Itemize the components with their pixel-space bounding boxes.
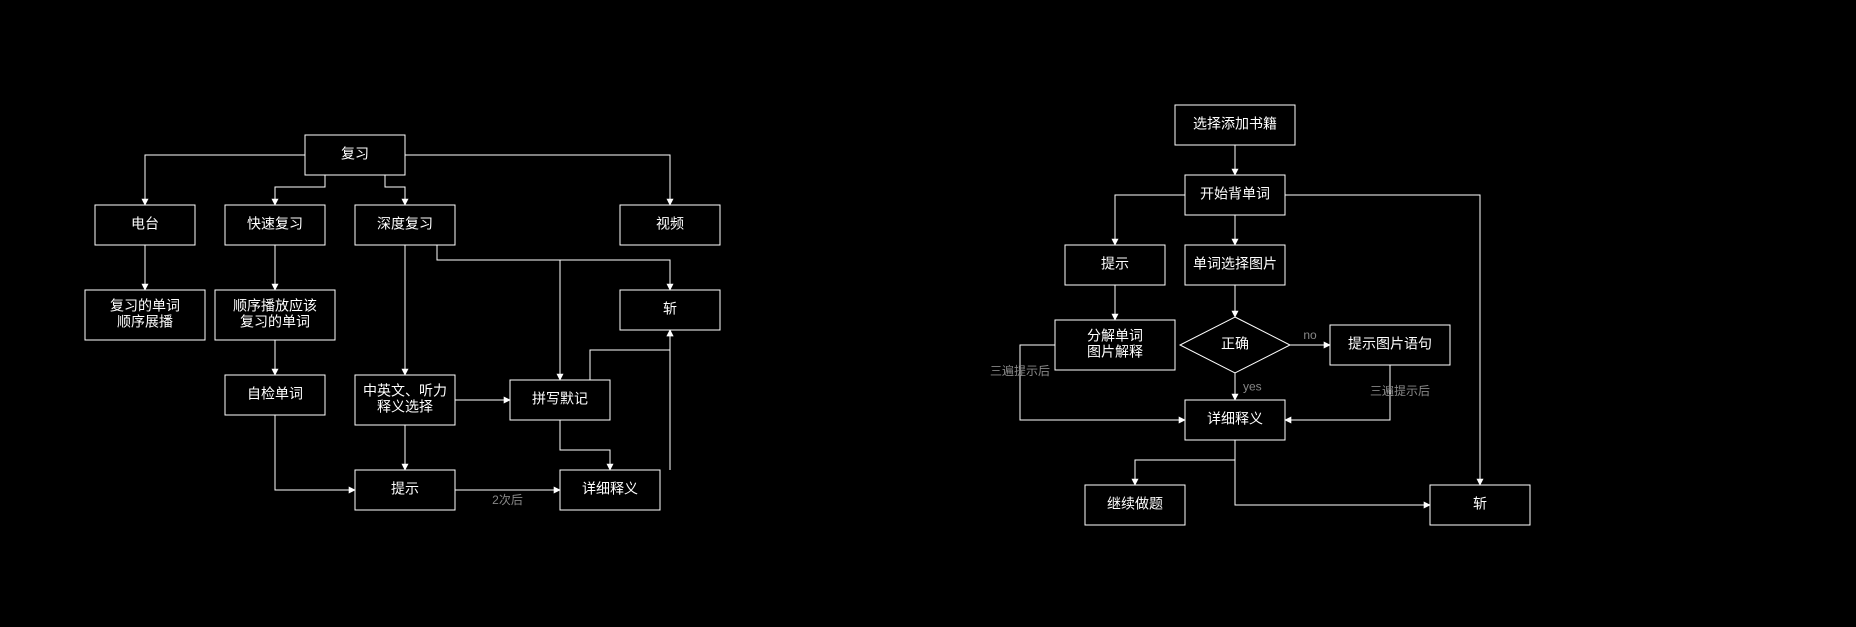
- node-label-self_check: 自检单词: [247, 386, 303, 402]
- node-label-decompose: 图片解释: [1087, 344, 1143, 360]
- edge-label: no: [1303, 328, 1317, 342]
- node-label-spell: 拼写默记: [532, 391, 588, 407]
- node-label-detail2: 详细释义: [1207, 411, 1263, 427]
- edge-label: 三遍提示后: [1370, 383, 1430, 398]
- node-label-cut: 斩: [663, 301, 677, 317]
- edge: [1135, 440, 1235, 485]
- node-label-detail: 详细释义: [582, 481, 638, 497]
- edge: [437, 245, 670, 290]
- flowchart-canvas: 复习电台快速复习深度复习视频复习的单词顺序展播顺序播放应该复习的单词自检单词中英…: [0, 0, 1856, 627]
- edge: [275, 415, 355, 490]
- node-label-video: 视频: [656, 216, 684, 232]
- node-label-seq_play: 顺序播放应该: [233, 298, 317, 314]
- node-label-radio: 电台: [131, 216, 159, 232]
- edge: [275, 175, 325, 205]
- node-label-cut2: 斩: [1473, 496, 1487, 512]
- edge-label: 2次后: [492, 493, 523, 507]
- node-label-decompose: 分解单词: [1087, 328, 1143, 344]
- node-label-correct: 正确: [1221, 336, 1249, 352]
- edge: [437, 245, 560, 380]
- edge: [405, 155, 670, 205]
- edge: [1235, 440, 1430, 505]
- node-label-hint_sent: 提示图片语句: [1348, 336, 1432, 352]
- node-label-hint: 提示: [391, 481, 419, 497]
- edge: [385, 175, 405, 205]
- node-label-review_seq: 顺序展播: [117, 314, 173, 330]
- node-label-review: 复习: [341, 146, 369, 162]
- edge: [590, 330, 670, 380]
- edge-label: 三遍提示后: [990, 363, 1050, 378]
- node-label-seq_play: 复习的单词: [240, 314, 310, 330]
- node-label-cn_en: 释义选择: [377, 399, 433, 415]
- node-label-cn_en: 中英文、听力: [363, 383, 447, 399]
- node-label-continue: 继续做题: [1107, 496, 1163, 512]
- edge: [1115, 195, 1185, 245]
- node-label-review_seq: 复习的单词: [110, 298, 180, 314]
- node-label-deep_review: 深度复习: [377, 216, 433, 232]
- node-label-quick_review: 快速复习: [247, 216, 303, 232]
- node-label-start: 开始背单词: [1200, 186, 1270, 202]
- edge: [560, 420, 610, 470]
- node-label-hint2: 提示: [1101, 256, 1129, 272]
- node-label-add_book: 选择添加书籍: [1193, 116, 1277, 132]
- edge: [145, 155, 305, 205]
- edge-label: yes: [1243, 380, 1262, 394]
- node-label-word_pic: 单词选择图片: [1193, 256, 1277, 272]
